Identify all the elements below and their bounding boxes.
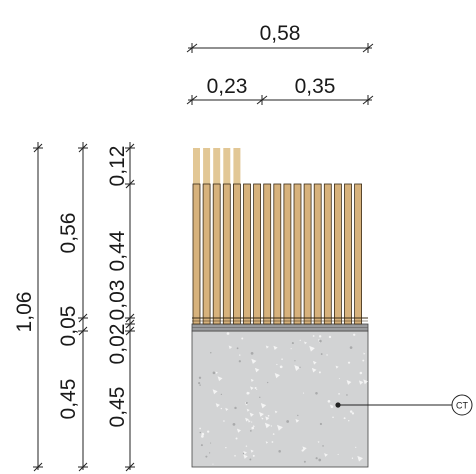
slat-extension <box>223 148 231 184</box>
wood-slat <box>354 183 363 325</box>
left-lower-label: 0,45 <box>57 379 80 420</box>
wood-slat <box>253 183 262 325</box>
inner-split-dimension <box>125 142 135 472</box>
wood-slat <box>293 183 302 325</box>
wood-slat <box>192 183 201 325</box>
wood-slat <box>303 183 312 325</box>
top-split-dimension <box>186 95 374 105</box>
wood-slat <box>243 183 251 325</box>
left-total-dimension <box>33 142 43 472</box>
wood-slat <box>323 183 332 325</box>
wood-slat <box>333 183 342 325</box>
wood-slat <box>212 183 221 325</box>
wood-slat <box>232 183 241 325</box>
concrete-base <box>191 330 369 468</box>
top-total-label: 0,58 <box>260 22 301 45</box>
slat-extension <box>213 148 221 184</box>
wood-slat <box>313 183 322 325</box>
slat-extension <box>193 148 200 184</box>
wood-slat <box>202 183 211 325</box>
top-right-label: 0,35 <box>295 75 336 98</box>
inner-lower-label: 0,45 <box>106 387 129 428</box>
inner-mid-a-label: 0,03 <box>106 280 129 321</box>
top-left-label: 0,23 <box>207 75 248 98</box>
top-total-dimension <box>186 43 374 53</box>
left-total-label: 1,06 <box>13 292 36 333</box>
inner-upper-label: 0,44 <box>106 230 129 271</box>
inner-top-label: 0,12 <box>106 146 129 187</box>
slat-extension <box>233 148 241 184</box>
inner-mid-b-label: 0,02 <box>106 324 129 365</box>
slat-extension <box>203 148 211 184</box>
left-split-dimension <box>78 142 88 472</box>
left-mid-label: 0,05 <box>57 306 80 347</box>
ct-tag-label: CT <box>456 401 468 411</box>
ct-callout: CT <box>335 394 473 416</box>
wood-slat <box>263 183 272 325</box>
wood-slats <box>192 148 363 325</box>
wood-slat <box>222 183 231 325</box>
wood-slat <box>273 183 282 325</box>
wood-slat <box>283 183 292 325</box>
left-upper-label: 0,56 <box>57 213 80 254</box>
ct-tag-circle <box>451 394 473 416</box>
wood-slat <box>344 183 352 325</box>
